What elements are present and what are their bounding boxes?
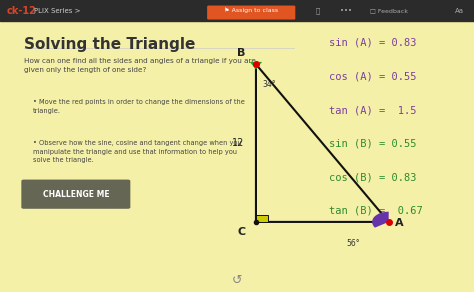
Text: cos (A) = 0.55: cos (A) = 0.55 (329, 72, 417, 81)
FancyBboxPatch shape (21, 180, 130, 209)
Text: CHALLENGE ME: CHALLENGE ME (43, 190, 109, 199)
Text: cos (B) = 0.83: cos (B) = 0.83 (329, 172, 417, 182)
Text: tan (A) =  1.5: tan (A) = 1.5 (329, 105, 417, 115)
Text: PLIX Series >: PLIX Series > (34, 8, 81, 13)
Text: 56°: 56° (346, 239, 360, 248)
Text: Aa: Aa (456, 8, 464, 13)
Text: A: A (395, 218, 403, 228)
Text: • Move the red points in order to change the dimensions of the
triangle.: • Move the red points in order to change… (33, 99, 245, 114)
Text: ⚑ Assign to class: ⚑ Assign to class (224, 8, 278, 13)
Polygon shape (250, 62, 262, 69)
Text: ⓘ: ⓘ (316, 7, 319, 14)
Text: sin (B) = 0.55: sin (B) = 0.55 (329, 139, 417, 149)
Text: Solving the Triangle: Solving the Triangle (24, 36, 195, 51)
Text: C: C (237, 227, 246, 237)
Text: ck-12: ck-12 (7, 6, 37, 15)
Text: ↺: ↺ (232, 274, 242, 287)
Bar (0, 0, 474, 21)
Text: • Observe how the sine, cosine and tangent change when you
manipulate the triang: • Observe how the sine, cosine and tange… (33, 140, 242, 163)
Text: tan (B) =  0.67: tan (B) = 0.67 (329, 206, 423, 216)
Text: •••: ••• (340, 8, 352, 13)
Text: How can one find all the sides and angles of a triangle if you are
given only th: How can one find all the sides and angle… (24, 58, 255, 73)
FancyBboxPatch shape (207, 6, 295, 20)
Text: sin (A) = 0.83: sin (A) = 0.83 (329, 38, 417, 48)
Text: 34°: 34° (262, 80, 276, 89)
Text: B: B (237, 48, 246, 58)
Text: 12: 12 (232, 138, 244, 148)
Bar (256, 215, 268, 222)
Wedge shape (372, 212, 389, 228)
Text: □ Feedback: □ Feedback (370, 8, 408, 13)
